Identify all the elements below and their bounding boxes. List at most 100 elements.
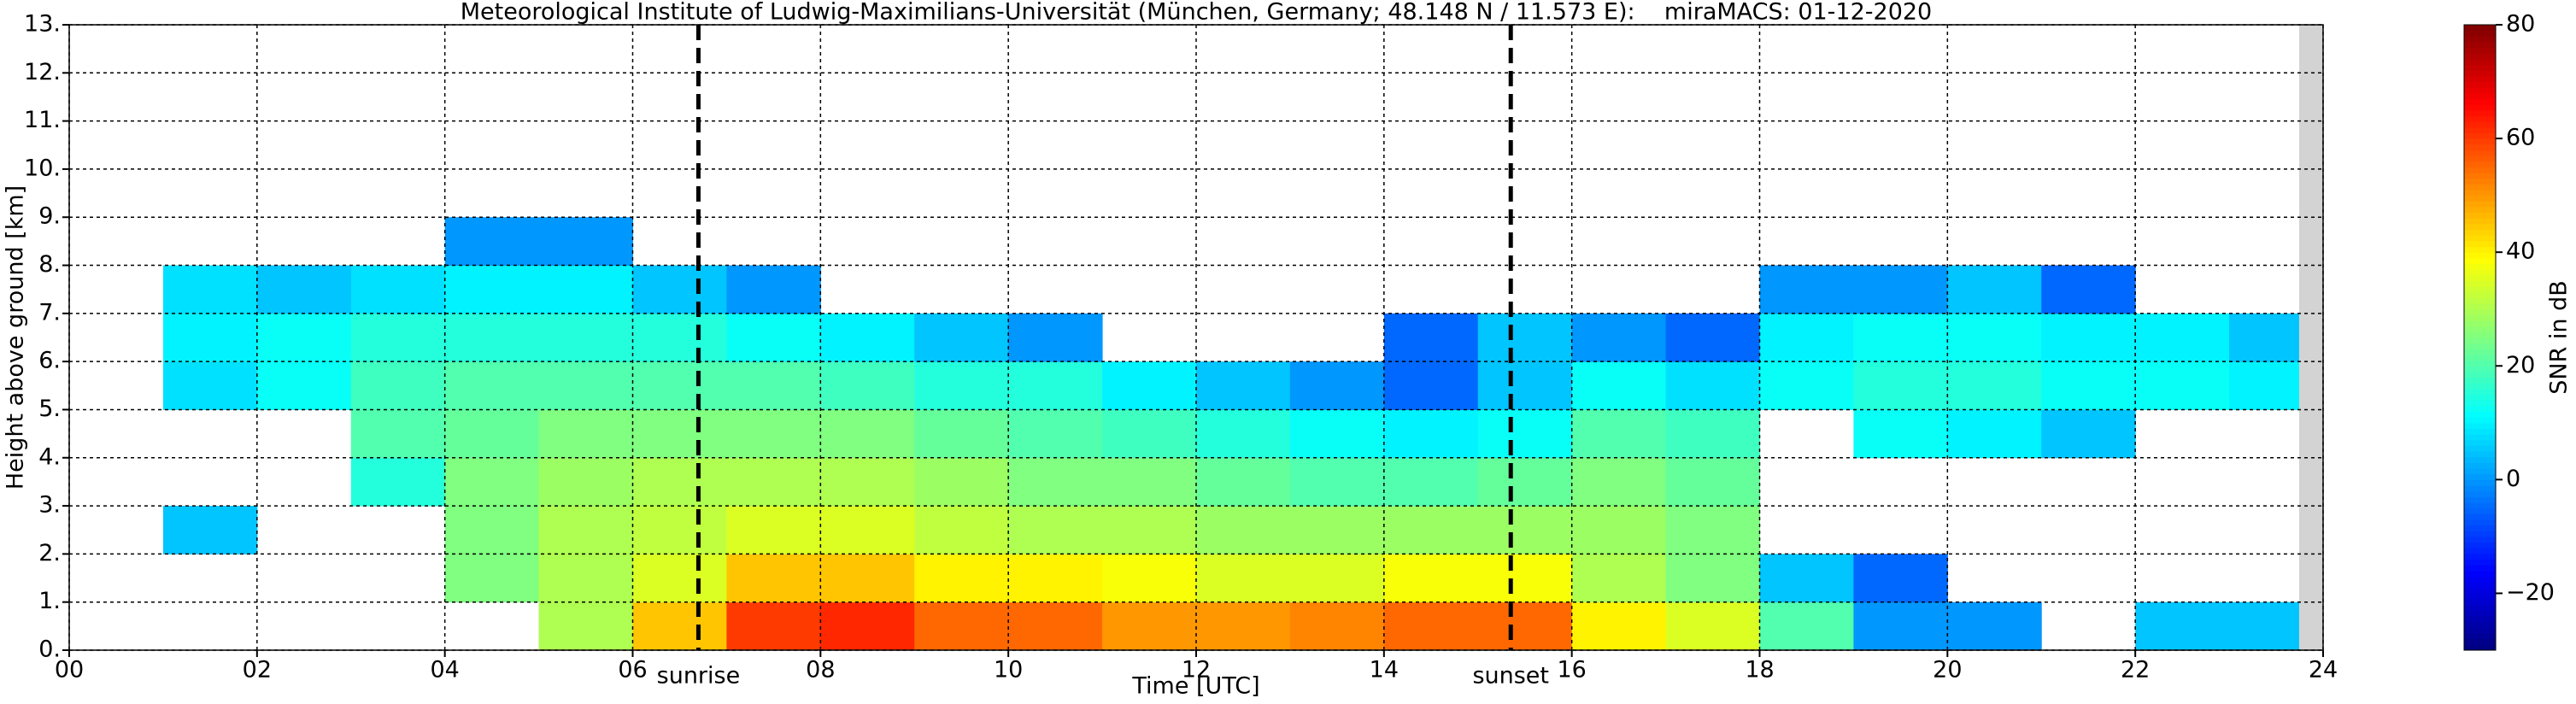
colorbar-step xyxy=(2464,582,2496,589)
colorbar-step xyxy=(2464,53,2496,60)
heatmap-cell xyxy=(1759,265,1854,314)
heatmap-cell xyxy=(162,361,258,410)
heatmap-cell xyxy=(726,554,821,603)
colorbar-step xyxy=(2464,479,2496,486)
heatmap-cell xyxy=(1008,409,1103,459)
heatmap-cell xyxy=(914,554,1009,603)
colorbar-step xyxy=(2464,218,2496,225)
heatmap-cell xyxy=(444,313,540,362)
heatmap-cell xyxy=(538,313,633,362)
colorbar-step xyxy=(2464,559,2496,566)
x-tick-label: 10 xyxy=(994,657,1023,683)
colorbar-step xyxy=(2464,223,2496,231)
colorbar-step xyxy=(2464,206,2496,214)
colorbar-step xyxy=(2464,87,2496,94)
heatmap-cell xyxy=(726,265,821,314)
colorbar-step xyxy=(2464,343,2496,349)
colorbar-step xyxy=(2464,525,2496,531)
heatmap-cell xyxy=(444,554,540,603)
heatmap-cell xyxy=(1196,554,1291,603)
heatmap-cell xyxy=(1571,457,1667,507)
colorbar-step xyxy=(2464,314,2496,321)
y-tick-label: 4. xyxy=(38,443,61,470)
colorbar-step xyxy=(2464,616,2496,623)
heatmap-cell xyxy=(162,506,258,554)
heatmap-cell xyxy=(350,265,446,314)
colorbar-step xyxy=(2464,411,2496,418)
heatmap-cell xyxy=(1008,554,1103,603)
colorbar-step xyxy=(2464,291,2496,298)
colorbar-step xyxy=(2464,212,2496,219)
colorbar-step xyxy=(2464,507,2496,514)
heatmap-cell xyxy=(1947,313,2042,362)
heatmap-cell xyxy=(1571,313,1667,362)
heatmap-cell xyxy=(1477,313,1573,362)
colorbar-step xyxy=(2464,109,2496,116)
heatmap-cell xyxy=(632,313,727,362)
colorbar-step xyxy=(2464,621,2496,628)
x-tick-label: 02 xyxy=(243,657,272,683)
y-tick-label: 6. xyxy=(38,348,61,374)
heatmap-cell xyxy=(1383,313,1479,362)
colorbar-step xyxy=(2464,388,2496,396)
colorbar-step xyxy=(2464,542,2496,549)
heatmap-cell xyxy=(350,361,446,410)
heatmap-cell xyxy=(1008,313,1103,362)
heatmap-cell xyxy=(1665,409,1760,459)
heatmap-cell xyxy=(1477,554,1573,603)
colorbar-step xyxy=(2464,252,2496,259)
colorbar-step xyxy=(2464,274,2496,281)
colorbar-step xyxy=(2464,320,2496,327)
x-tick-label: 16 xyxy=(1557,657,1586,683)
y-tick-label: 0. xyxy=(38,637,61,663)
heatmap-cell xyxy=(1289,506,1385,554)
colorbar-step xyxy=(2464,121,2496,128)
x-tick-label: 14 xyxy=(1370,657,1399,683)
heatmap-cell xyxy=(1383,361,1479,410)
colorbar-tick-label: −20 xyxy=(2506,579,2555,606)
x-tick-label: 12 xyxy=(1182,657,1211,683)
heatmap-cell xyxy=(914,409,1009,459)
heatmap-cell xyxy=(444,265,540,314)
colorbar-step xyxy=(2464,400,2496,407)
heatmap-cell xyxy=(726,361,821,410)
colorbar-step xyxy=(2464,184,2496,191)
colorbar-step xyxy=(2464,92,2496,100)
colorbar-step xyxy=(2464,280,2496,287)
heatmap-cell xyxy=(1102,601,1197,651)
heatmap-cell xyxy=(538,361,633,410)
colorbar-step xyxy=(2464,331,2496,338)
heatmap-cell xyxy=(1947,265,2042,314)
colorbar-step xyxy=(2464,428,2496,435)
heatmap-cell xyxy=(538,457,633,507)
heatmap-cell xyxy=(914,361,1009,410)
y-tick-label: 3. xyxy=(38,492,61,519)
heatmap-cell xyxy=(1289,361,1385,410)
heatmap-cell xyxy=(256,313,352,362)
heatmap-cell xyxy=(632,361,727,410)
colorbar-tick-label: 20 xyxy=(2506,352,2535,378)
colorbar-step xyxy=(2464,366,2496,373)
no-data-band xyxy=(2299,25,2323,650)
heatmap-cell xyxy=(444,217,540,267)
heatmap-cell xyxy=(350,313,446,362)
colorbar-label: SNR in dB xyxy=(2546,280,2573,395)
x-tick-label: 06 xyxy=(618,657,647,683)
colorbar-step xyxy=(2464,126,2496,133)
heatmap-cell xyxy=(1008,361,1103,410)
heatmap-cell xyxy=(1665,601,1760,651)
heatmap-cell xyxy=(1102,361,1197,410)
y-tick-label: 8. xyxy=(38,251,61,278)
heatmap-cell xyxy=(1196,457,1291,507)
y-tick-label: 5. xyxy=(38,396,61,422)
heatmap-cell xyxy=(1289,457,1385,507)
heatmap-cell xyxy=(914,457,1009,507)
y-tick-label: 11. xyxy=(24,107,61,133)
heatmap-cell xyxy=(1102,506,1197,554)
colorbar-step xyxy=(2464,485,2496,492)
annotation-label: sunset xyxy=(1472,663,1549,689)
colorbar-step xyxy=(2464,377,2496,384)
colorbar-step xyxy=(2464,405,2496,413)
heatmap-cell xyxy=(1289,409,1385,459)
colorbar-step xyxy=(2464,383,2496,390)
